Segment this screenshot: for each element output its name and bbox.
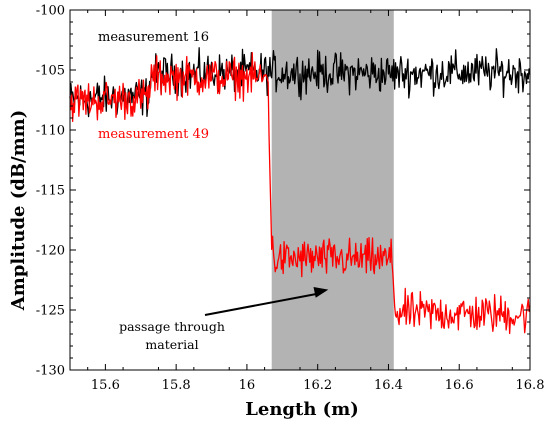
series-line-measurement-16 (69, 47, 531, 118)
x-tick-label: 15.8 (162, 378, 191, 393)
x-tick-label: 15.6 (91, 378, 120, 393)
y-tick-label: -105 (36, 64, 65, 79)
x-axis-title: Length (m) (245, 399, 359, 420)
y-tick-label: -130 (36, 364, 65, 379)
x-tick-label: 16.4 (374, 378, 403, 393)
series-line-measurement-49 (69, 52, 531, 335)
annotation-arrow-head (313, 287, 329, 298)
y-tick-label: -115 (36, 184, 65, 199)
y-axis-title: Amplitude (dB/mm) (8, 110, 29, 311)
annotation-arrow-shaft (204, 292, 319, 316)
x-tick-label: 16.2 (303, 378, 332, 393)
annotation-line-2: material (145, 337, 198, 352)
y-tick-label: -110 (36, 124, 65, 139)
legend-measurement-16: measurement 16 (98, 30, 209, 45)
annotation-line-1: passage through (119, 319, 225, 334)
y-tick-label: -100 (36, 4, 65, 19)
legend-measurement-49: measurement 49 (98, 127, 209, 142)
shaded-region-layer (271, 10, 394, 370)
y-tick-label: -125 (36, 304, 65, 319)
ticks-layer: 15.6 15.8 16 16.2 16.4 16.6 16.8 -130 -125 -120 -1… (36, 4, 545, 394)
y-tick-label: -120 (36, 244, 65, 259)
series-layer (69, 47, 531, 335)
x-tick-label: 16 (239, 378, 256, 393)
shaded-region (271, 10, 394, 370)
x-tick-label: 16.6 (445, 378, 474, 393)
annotation-arrow (204, 287, 329, 316)
x-tick-label: 16.8 (516, 378, 545, 393)
